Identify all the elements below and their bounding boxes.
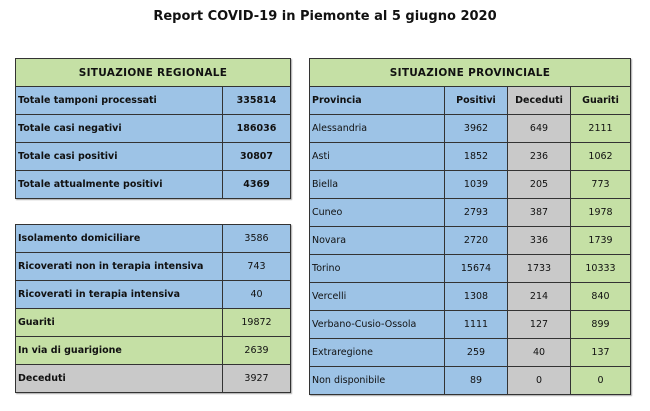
table-row: Totale tamponi processati 335814	[15, 86, 291, 115]
row-label: Deceduti	[15, 364, 223, 393]
row-label: Guariti	[15, 308, 223, 337]
guariti-cell: 1062	[570, 142, 631, 171]
positivi-cell: 259	[444, 338, 508, 367]
table-row: Cuneo 2793 387 1978	[309, 198, 631, 227]
row-value: 186036	[222, 114, 291, 143]
col-positivi: Positivi	[444, 86, 508, 115]
table-row: Torino 15674 1733 10333	[309, 254, 631, 283]
table-row: Extraregione 259 40 137	[309, 338, 631, 367]
table-row: Novara 2720 336 1739	[309, 226, 631, 255]
table-row: Asti 1852 236 1062	[309, 142, 631, 171]
deceduti-cell: 387	[507, 198, 571, 227]
guariti-cell: 840	[570, 282, 631, 311]
row-label: Totale tamponi processati	[15, 86, 223, 115]
table-row: Totale casi positivi 30807	[15, 142, 291, 171]
row-label: Totale attualmente positivi	[15, 170, 223, 199]
positivi-cell: 2793	[444, 198, 508, 227]
regional-header: SITUAZIONE REGIONALE	[15, 58, 291, 87]
row-value: 3927	[222, 364, 291, 393]
deceduti-cell: 336	[507, 226, 571, 255]
provincia-cell: Asti	[309, 142, 445, 171]
row-label: In via di guarigione	[15, 336, 223, 365]
table-row: Totale attualmente positivi 4369	[15, 170, 291, 199]
provincia-cell: Vercelli	[309, 282, 445, 311]
row-value: 4369	[222, 170, 291, 199]
positivi-cell: 1039	[444, 170, 508, 199]
table-row: Isolamento domiciliare 3586	[15, 224, 291, 253]
deceduti-cell: 214	[507, 282, 571, 311]
provincial-header: SITUAZIONE PROVINCIALE	[309, 58, 631, 87]
regional-details-table: Isolamento domiciliare 3586 Ricoverati non…	[15, 224, 291, 393]
positivi-cell: 15674	[444, 254, 508, 283]
guariti-cell: 773	[570, 170, 631, 199]
table-row: Non disponibile 89 0 0	[309, 366, 631, 395]
row-label: Ricoverati in terapia intensiva	[15, 280, 223, 309]
row-value: 19872	[222, 308, 291, 337]
guariti-cell: 1739	[570, 226, 631, 255]
guariti-cell: 10333	[570, 254, 631, 283]
guariti-cell: 0	[570, 366, 631, 395]
positivi-cell: 1111	[444, 310, 508, 339]
provincia-cell: Non disponibile	[309, 366, 445, 395]
col-guariti: Guariti	[570, 86, 631, 115]
table-row: Ricoverati non in terapia intensiva 743	[15, 252, 291, 281]
table-row: Verbano-Cusio-Ossola 1111 127 899	[309, 310, 631, 339]
guariti-cell: 2111	[570, 114, 631, 143]
deceduti-cell: 649	[507, 114, 571, 143]
provincial-table: SITUAZIONE PROVINCIALE Provincia Positiv…	[309, 58, 631, 395]
provincia-cell: Novara	[309, 226, 445, 255]
table-row: Alessandria 3962 649 2111	[309, 114, 631, 143]
positivi-cell: 1308	[444, 282, 508, 311]
deceduti-cell: 205	[507, 170, 571, 199]
deceduti-cell: 40	[507, 338, 571, 367]
row-label: Ricoverati non in terapia intensiva	[15, 252, 223, 281]
provincia-cell: Biella	[309, 170, 445, 199]
col-deceduti: Deceduti	[507, 86, 571, 115]
positivi-cell: 2720	[444, 226, 508, 255]
row-value: 2639	[222, 336, 291, 365]
table-row: In via di guarigione 2639	[15, 336, 291, 365]
row-value: 335814	[222, 86, 291, 115]
deceduti-cell: 1733	[507, 254, 571, 283]
row-value: 40	[222, 280, 291, 309]
positivi-cell: 1852	[444, 142, 508, 171]
table-row: Biella 1039 205 773	[309, 170, 631, 199]
positivi-cell: 89	[444, 366, 508, 395]
row-value: 743	[222, 252, 291, 281]
row-label: Totale casi positivi	[15, 142, 223, 171]
row-value: 30807	[222, 142, 291, 171]
provincia-cell: Cuneo	[309, 198, 445, 227]
col-provincia: Provincia	[309, 86, 445, 115]
provincia-cell: Torino	[309, 254, 445, 283]
guariti-cell: 899	[570, 310, 631, 339]
table-row: Ricoverati in terapia intensiva 40	[15, 280, 291, 309]
positivi-cell: 3962	[444, 114, 508, 143]
deceduti-cell: 236	[507, 142, 571, 171]
provincial-column-headers: Provincia Positivi Deceduti Guariti	[309, 86, 631, 115]
table-row: Deceduti 3927	[15, 364, 291, 393]
table-row: Totale casi negativi 186036	[15, 114, 291, 143]
row-value: 3586	[222, 224, 291, 253]
table-row: Guariti 19872	[15, 308, 291, 337]
provincia-cell: Extraregione	[309, 338, 445, 367]
provincia-cell: Alessandria	[309, 114, 445, 143]
deceduti-cell: 127	[507, 310, 571, 339]
row-label: Isolamento domiciliare	[15, 224, 223, 253]
guariti-cell: 137	[570, 338, 631, 367]
row-label: Totale casi negativi	[15, 114, 223, 143]
table-row: Vercelli 1308 214 840	[309, 282, 631, 311]
report-title: Report COVID-19 in Piemonte al 5 giugno …	[153, 9, 497, 24]
regional-totals-table: SITUAZIONE REGIONALE Totale tamponi proc…	[15, 58, 291, 199]
provincia-cell: Verbano-Cusio-Ossola	[309, 310, 445, 339]
guariti-cell: 1978	[570, 198, 631, 227]
deceduti-cell: 0	[507, 366, 571, 395]
